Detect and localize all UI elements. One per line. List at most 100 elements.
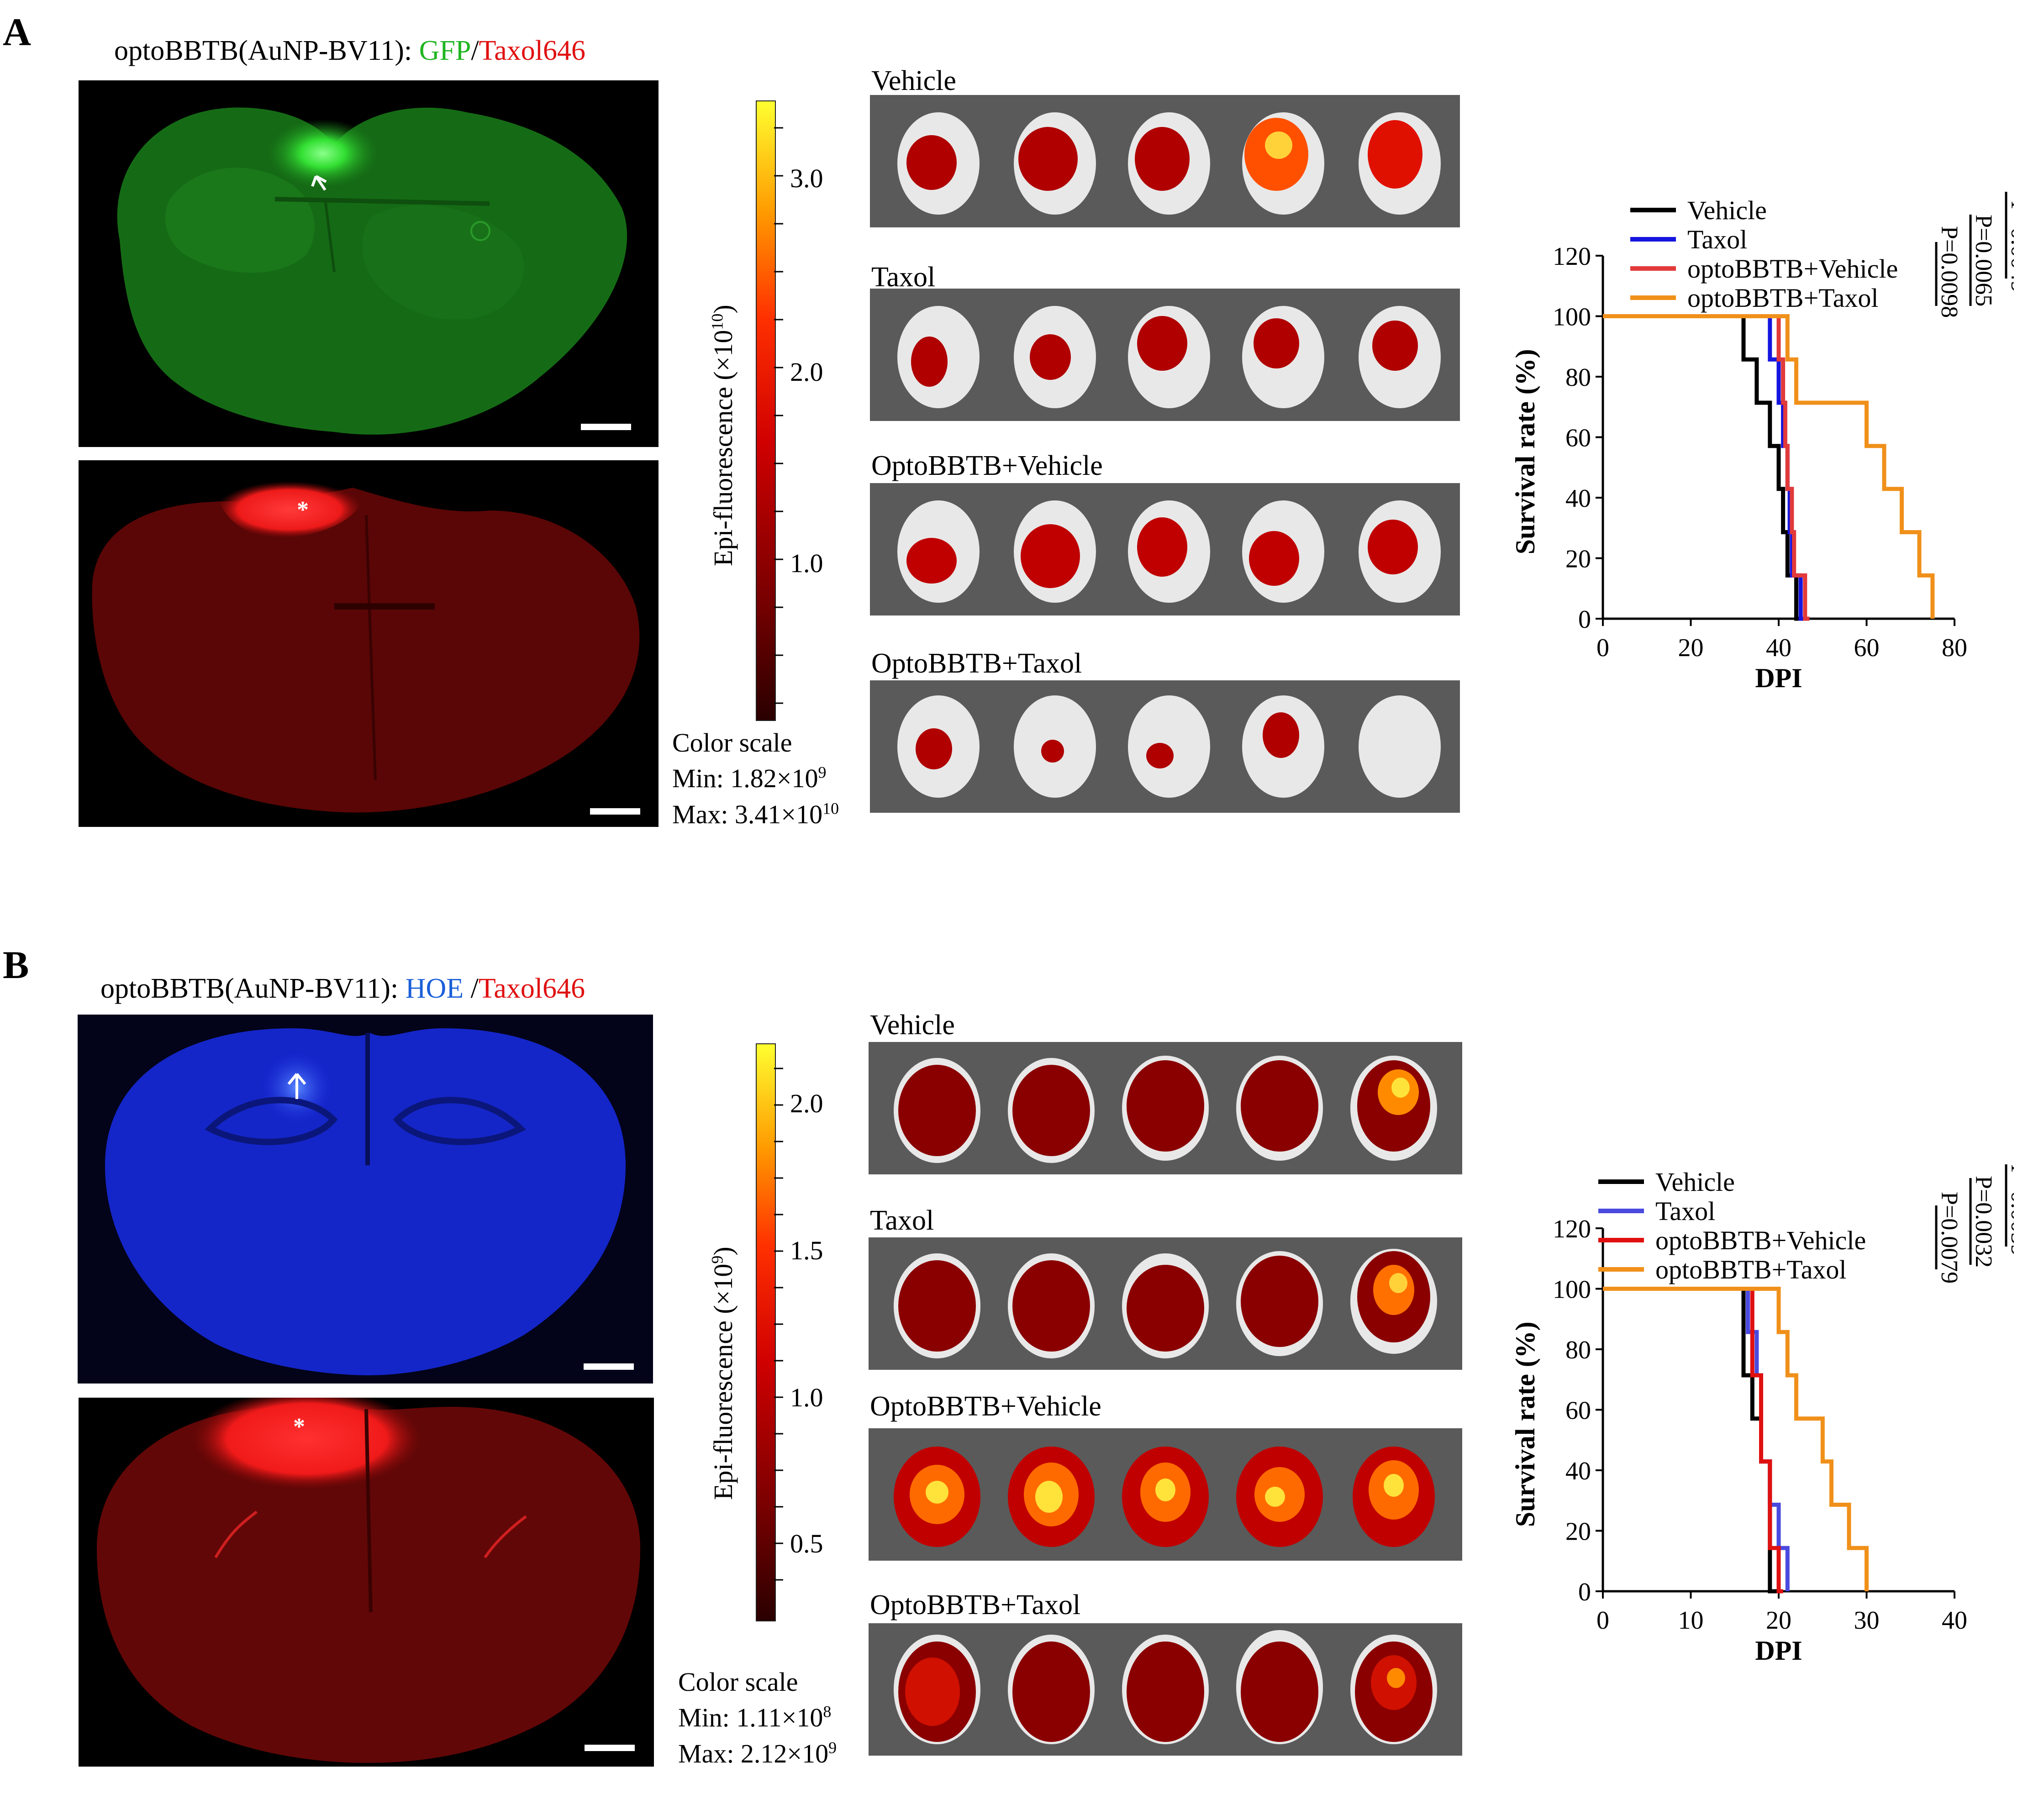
colorbar-b-tick-label: 2.0 — [790, 1089, 823, 1118]
p-value-label: P=0.0065 — [1970, 215, 1997, 306]
ivis-strip-optobbtb-taxol — [870, 680, 1460, 813]
x-tick-label: 20 — [1766, 1606, 1791, 1635]
min-text: Min: 1.11×10 — [678, 1703, 823, 1733]
colorbar-label-text: Epi-fluorescence (×10 — [708, 330, 738, 566]
x-tick-label: 40 — [1766, 634, 1791, 662]
title-channel-1: HOE — [405, 973, 464, 1004]
colorbar-b — [756, 1043, 776, 1621]
brain-images — [894, 1249, 1437, 1358]
y-axis-label: Survival rate (%) — [1510, 349, 1540, 554]
title-separator: / — [464, 973, 479, 1004]
max-text: Max: 2.12×10 — [678, 1738, 829, 1768]
scale-bar — [590, 808, 640, 815]
colorbar-label-exponent: 9 — [708, 1255, 727, 1264]
color-scale-legend-b: Color scale Min: 1.11×108 Max: 2.12×109 — [678, 1664, 837, 1772]
legend-label: optoBBTB+Taxol — [1687, 283, 1879, 313]
colorbar-b-axis-label: Epi-fluorescence (×109) — [706, 1247, 741, 1500]
series-line-2 — [1603, 314, 1810, 621]
ivis-strip-vehicle — [870, 95, 1460, 227]
p-value-label: P=0.0098 — [1936, 226, 1962, 318]
panel-b-title: optoBBTB(AuNP-BV11): HOE /Taxol646 — [100, 973, 585, 1005]
svg-text:*: * — [293, 1414, 305, 1440]
legend-label: optoBBTB+Vehicle — [1687, 254, 1898, 284]
x-tick-label: 80 — [1942, 634, 1967, 662]
taxol-brain-section: * — [92, 481, 640, 813]
group-label-optobbtb-vehicle: OptoBBTB+Vehicle — [871, 450, 1103, 481]
color-scale-legend-a: Color scale Min: 1.82×109 Max: 3.41×1010 — [672, 725, 839, 832]
min-exponent: 8 — [823, 1702, 832, 1721]
colorbar-label-end: ) — [708, 1247, 738, 1256]
x-tick-label: 0 — [1596, 1606, 1609, 1635]
colorbar-label-exponent: 10 — [708, 313, 727, 330]
brain-images — [897, 306, 1441, 408]
y-tick-label: 100 — [1553, 303, 1591, 331]
color-scale-title: Color scale — [672, 728, 792, 758]
y-tick-label: 20 — [1565, 545, 1591, 573]
colorbar-b-tick-label: 1.0 — [790, 1383, 823, 1412]
arrow-marker-icon — [287, 1073, 306, 1099]
y-axis-label: Survival rate (%) — [1510, 1321, 1540, 1527]
gfp-micrograph — [79, 80, 659, 447]
title-channel-2: Taxol646 — [478, 973, 585, 1004]
brain-images — [894, 1056, 1437, 1163]
panel-letter-a: A — [3, 10, 32, 54]
min-exponent: 9 — [818, 763, 827, 782]
colorbar-a-tick-label: 3.0 — [790, 163, 823, 193]
p-value-label: P=0.0039 — [2006, 1164, 2014, 1256]
colorbar-b-tick-label: 0.5 — [790, 1529, 823, 1558]
colorbar-b-ticks — [774, 1068, 783, 1581]
p-value-label: P=0.0079 — [1936, 1192, 1962, 1284]
panel-letter-b: B — [3, 943, 29, 987]
ivis-strip-vehicle-b — [869, 1042, 1462, 1174]
brain-images — [894, 1630, 1437, 1744]
max-exponent: 9 — [828, 1738, 837, 1757]
svg-text:*: * — [297, 497, 309, 523]
panel-a-title: optoBBTB(AuNP-BV11): GFP/Taxol646 — [114, 35, 585, 67]
colorbar-a-axis-label: Epi-fluorescence (×1010) — [706, 305, 741, 566]
arrow-marker-icon — [311, 175, 327, 191]
brain-images — [897, 695, 1441, 798]
color-scale-min: Min: 1.11×108 — [678, 1700, 837, 1736]
colorbar-label-text: Epi-fluorescence (×10 — [708, 1263, 738, 1500]
title-separator: / — [471, 35, 479, 66]
x-axis-label: DPI — [1755, 663, 1802, 693]
y-tick-label: 40 — [1565, 484, 1591, 513]
ivis-strip-taxol-b — [869, 1237, 1462, 1370]
x-tick-label: 60 — [1854, 634, 1880, 662]
gfp-brain-section — [117, 107, 627, 435]
ivis-strip-taxol — [870, 289, 1460, 421]
series-line-2 — [1603, 1287, 1783, 1594]
x-tick-label: 10 — [1678, 1606, 1704, 1635]
color-scale-max: Max: 3.41×1010 — [672, 797, 839, 832]
title-channel-2: Taxol646 — [479, 35, 585, 66]
p-value-label: P=0.0032 — [1970, 1176, 1997, 1268]
x-tick-label: 30 — [1854, 1606, 1880, 1635]
ivis-strip-optobbtb-vehicle-b — [869, 1428, 1462, 1561]
colorbar-b-tick-label: 1.5 — [790, 1236, 823, 1265]
max-exponent: 10 — [822, 799, 839, 818]
y-tick-label: 120 — [1553, 1215, 1591, 1243]
group-label-optobbtb-vehicle: OptoBBTB+Vehicle — [870, 1391, 1101, 1422]
scale-bar — [581, 424, 631, 430]
y-tick-label: 0 — [1578, 1578, 1591, 1606]
y-tick-label: 100 — [1553, 1276, 1591, 1304]
group-label-optobbtb-taxol: OptoBBTB+Taxol — [870, 1589, 1081, 1620]
max-text: Max: 3.41×10 — [672, 799, 823, 829]
x-tick-label: 20 — [1678, 634, 1704, 662]
y-tick-label: 120 — [1553, 242, 1591, 271]
group-label-taxol: Taxol — [871, 262, 936, 293]
scale-bar — [584, 1363, 634, 1370]
taxol-micrograph-b: * — [79, 1398, 654, 1767]
group-label-vehicle: Vehicle — [871, 65, 956, 96]
y-tick-label: 60 — [1565, 1397, 1591, 1425]
colorbar-a-tick-label: 1.0 — [790, 548, 823, 578]
colorbar-a-tick-label: 2.0 — [790, 357, 823, 387]
hoe-micrograph — [78, 1015, 653, 1384]
y-tick-label: 80 — [1565, 363, 1591, 392]
color-scale-min: Min: 1.82×109 — [672, 761, 839, 796]
y-tick-label: 20 — [1565, 1518, 1591, 1546]
legend-label: Taxol — [1655, 1196, 1715, 1226]
brain-images — [897, 112, 1441, 215]
taxol-brain-section-b: * — [97, 1398, 640, 1763]
x-axis-label: DPI — [1755, 1636, 1802, 1666]
